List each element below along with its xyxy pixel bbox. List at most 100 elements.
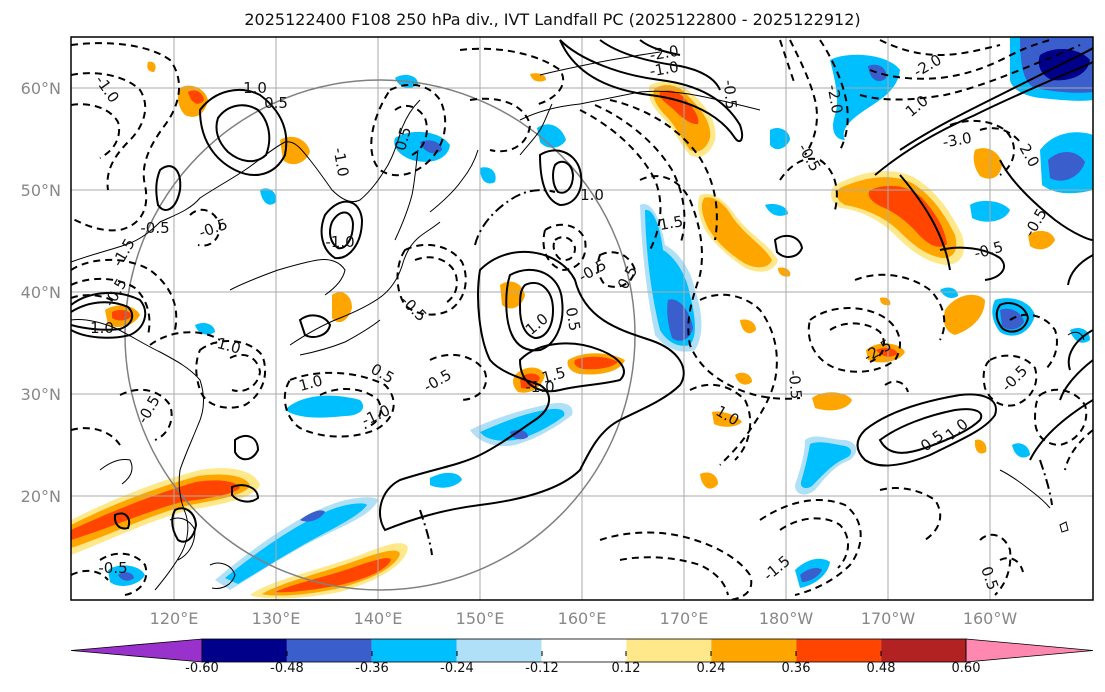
- shade-patch: [943, 294, 985, 335]
- longitude-labels: 120°E 130°E 140°E 150°E 160°E 170°E 180°…: [150, 609, 1018, 628]
- shade-patch: [510, 429, 528, 440]
- contour-label: 1.5: [658, 212, 685, 234]
- shade-patch: [735, 372, 752, 385]
- colorbar-segment: [541, 639, 627, 662]
- lon-label: 140°E: [354, 609, 403, 628]
- shade-patch: [800, 442, 852, 489]
- contour-label: 0.5: [562, 306, 584, 333]
- shade-patch: [974, 439, 987, 454]
- colorbar-label: -0.24: [440, 661, 474, 676]
- map-plot-area: -1.0 1.0 0.5 -2.0 -1.0 -0.5 0.5 -1.0 1.0…: [71, 37, 1093, 600]
- contour-label: -2.0: [648, 42, 680, 65]
- contour-label: 0.5: [391, 125, 415, 153]
- contour-label: -1.0: [525, 378, 554, 396]
- lon-label: 150°E: [456, 609, 505, 628]
- zero-contours: [419, 189, 1053, 556]
- colorbar-label: 0.48: [867, 661, 896, 676]
- shade-patch: [420, 140, 442, 154]
- shade-patch: [701, 197, 772, 268]
- colorbar-segment: [796, 639, 882, 662]
- contour-label: -0.5: [98, 559, 127, 577]
- colorbar-segment: [202, 639, 287, 662]
- shade-patch: [285, 395, 364, 418]
- colorbar-labels: -0.60 -0.48 -0.36 -0.24 -0.12 0.12 0.24 …: [185, 661, 980, 676]
- shade-patch: [225, 503, 367, 584]
- latitude-labels: 60°N 50°N 40°N 30°N 20°N: [21, 79, 61, 506]
- shade-patch: [1012, 443, 1030, 458]
- shade-patch: [667, 299, 693, 341]
- colorbar-segment: [286, 639, 372, 662]
- shade-patch: [71, 480, 240, 540]
- colorbar-segment: [626, 639, 712, 662]
- shade-patch: [147, 61, 156, 72]
- shade-patch: [1028, 230, 1055, 250]
- negative-contours: [71, 39, 1093, 600]
- shade-patch: [188, 90, 204, 104]
- colorbar-extend-min: [70, 638, 203, 663]
- lon-label: 160°W: [963, 609, 1018, 628]
- map-gridlines: [71, 37, 1093, 600]
- shade-patch: [537, 124, 566, 148]
- contour-label: -1.0: [325, 233, 354, 251]
- shade-patch: [112, 309, 132, 321]
- colorbar-label: 0.60: [952, 661, 981, 676]
- lat-label: 30°N: [21, 385, 61, 404]
- shade-patch: [868, 64, 887, 82]
- contour-label: -1.0: [648, 58, 680, 81]
- shade-patch: [700, 472, 718, 489]
- shade-patch: [574, 356, 618, 370]
- lon-label: 160°E: [558, 609, 607, 628]
- contour-label: -2.0: [824, 83, 847, 115]
- lat-label: 50°N: [21, 181, 61, 200]
- colorbar-label: 0.36: [782, 661, 811, 676]
- contour-label: -3.0: [941, 129, 973, 152]
- colorbar-label: -0.48: [270, 661, 304, 676]
- colorbar-extend-max: [965, 638, 1094, 663]
- contour-label: 1.0: [297, 371, 325, 395]
- shaded-divergence-patches: [71, 37, 1093, 599]
- shade-patch: [778, 267, 791, 277]
- contour-label: -0.5: [140, 219, 169, 237]
- colorbar-label: 0.12: [612, 661, 641, 676]
- shade-patch: [800, 567, 822, 582]
- colorbar: -0.60 -0.48 -0.36 -0.24 -0.12 0.12 0.24 …: [70, 638, 1094, 676]
- colorbar-segment: [371, 639, 457, 662]
- shade-patch: [118, 572, 134, 581]
- shade-patch: [480, 167, 496, 184]
- colorbar-segment: [456, 639, 542, 662]
- shade-patch: [1070, 328, 1090, 343]
- positive-contours: [71, 39, 1093, 543]
- contour-label: -1.0: [330, 146, 353, 178]
- colorbar-label: 0.24: [697, 661, 726, 676]
- contour-label: 1.0: [580, 186, 604, 204]
- shade-patch: [530, 73, 546, 82]
- shade-patch: [275, 558, 391, 593]
- map-frame: [70, 36, 1094, 601]
- colorbar-label: -0.36: [355, 661, 389, 676]
- shade-patch: [430, 472, 462, 488]
- contour-label: 0.5: [264, 94, 288, 112]
- colorbar-segments: [70, 638, 1094, 663]
- shade-patch: [770, 128, 790, 150]
- colorbar-segment: [711, 639, 797, 662]
- contour-label: -0.5: [720, 79, 740, 110]
- shade-patch: [712, 411, 742, 427]
- lat-label: 60°N: [21, 79, 61, 98]
- colorbar-label: -0.60: [185, 661, 219, 676]
- colorbar-frame: [201, 638, 967, 663]
- contour-label: -0.5: [785, 369, 805, 400]
- contour-label: 1.0: [243, 79, 267, 97]
- contour-label: 1.5: [540, 363, 568, 387]
- shade-patch: [480, 408, 565, 441]
- shade-patch: [765, 204, 788, 216]
- shade-patch: [300, 510, 325, 522]
- colorbar-segment: [881, 639, 966, 662]
- lon-label: 130°E: [252, 609, 301, 628]
- shade-patch: [812, 392, 852, 411]
- lat-label: 40°N: [21, 283, 61, 302]
- map-title: 2025122400 F108 250 hPa div., IVT Landfa…: [244, 10, 861, 29]
- colorbar-label: -0.12: [525, 661, 559, 676]
- lat-label: 20°N: [21, 487, 61, 506]
- shade-patch: [940, 287, 958, 298]
